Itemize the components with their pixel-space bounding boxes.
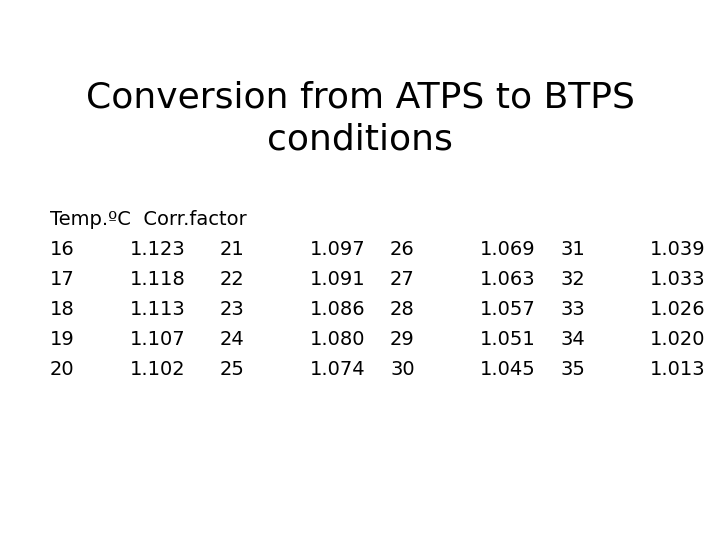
Text: 25: 25 — [220, 360, 245, 379]
Text: 17: 17 — [50, 270, 75, 289]
Text: 24: 24 — [220, 330, 245, 349]
Text: 1.039: 1.039 — [650, 240, 706, 259]
Text: 1.063: 1.063 — [480, 270, 536, 289]
Text: 23: 23 — [220, 300, 245, 319]
Text: 31: 31 — [560, 240, 585, 259]
Text: 16: 16 — [50, 240, 75, 259]
Text: 32: 32 — [560, 270, 585, 289]
Text: 26: 26 — [390, 240, 415, 259]
Text: 1.107: 1.107 — [130, 330, 186, 349]
Text: 21: 21 — [220, 240, 245, 259]
Text: Conversion from ATPS to BTPS
conditions: Conversion from ATPS to BTPS conditions — [86, 80, 634, 156]
Text: 1.013: 1.013 — [650, 360, 706, 379]
Text: 18: 18 — [50, 300, 75, 319]
Text: 1.057: 1.057 — [480, 300, 536, 319]
Text: 30: 30 — [390, 360, 415, 379]
Text: 19: 19 — [50, 330, 75, 349]
Text: 1.020: 1.020 — [650, 330, 706, 349]
Text: 20: 20 — [50, 360, 75, 379]
Text: 1.045: 1.045 — [480, 360, 536, 379]
Text: 34: 34 — [560, 330, 585, 349]
Text: Temp.ºC  Corr.factor: Temp.ºC Corr.factor — [50, 210, 247, 229]
Text: 1.086: 1.086 — [310, 300, 366, 319]
Text: 1.118: 1.118 — [130, 270, 186, 289]
Text: 1.097: 1.097 — [310, 240, 366, 259]
Text: 1.069: 1.069 — [480, 240, 536, 259]
Text: 1.113: 1.113 — [130, 300, 186, 319]
Text: 1.123: 1.123 — [130, 240, 186, 259]
Text: 1.091: 1.091 — [310, 270, 366, 289]
Text: 35: 35 — [560, 360, 585, 379]
Text: 1.102: 1.102 — [130, 360, 186, 379]
Text: 29: 29 — [390, 330, 415, 349]
Text: 1.033: 1.033 — [650, 270, 706, 289]
Text: 27: 27 — [390, 270, 415, 289]
Text: 33: 33 — [560, 300, 585, 319]
Text: 1.051: 1.051 — [480, 330, 536, 349]
Text: 28: 28 — [390, 300, 415, 319]
Text: 1.026: 1.026 — [650, 300, 706, 319]
Text: 22: 22 — [220, 270, 245, 289]
Text: 1.074: 1.074 — [310, 360, 366, 379]
Text: 1.080: 1.080 — [310, 330, 366, 349]
